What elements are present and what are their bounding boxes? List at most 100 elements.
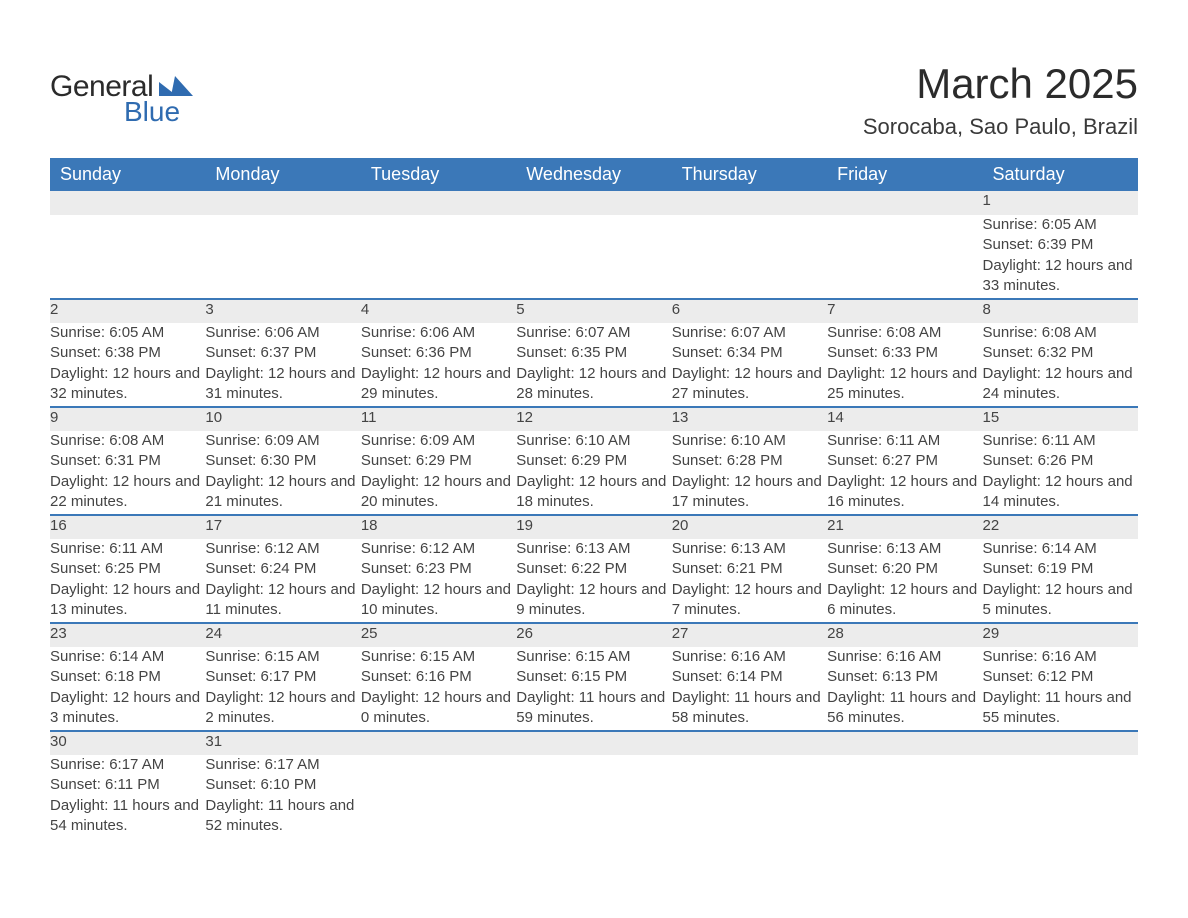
sunrise-line: Sunrise: 6:16 AM [672, 647, 827, 667]
daylight-line: Daylight: 12 hours and 33 minutes. [983, 256, 1138, 297]
daylight-line: Daylight: 12 hours and 9 minutes. [516, 580, 671, 621]
day-detail-cell: Sunrise: 6:16 AMSunset: 6:13 PMDaylight:… [827, 647, 982, 731]
day-number-cell: 2 [50, 299, 205, 323]
sunrise-line: Sunrise: 6:09 AM [361, 431, 516, 451]
daylight-line: Daylight: 12 hours and 20 minutes. [361, 472, 516, 513]
daylight-line: Daylight: 12 hours and 27 minutes. [672, 364, 827, 405]
sunrise-line: Sunrise: 6:11 AM [50, 539, 205, 559]
day-detail-cell: Sunrise: 6:11 AMSunset: 6:26 PMDaylight:… [983, 431, 1138, 515]
weekday-header: Saturday [983, 158, 1138, 191]
day-detail-cell [827, 755, 982, 839]
daylight-line: Daylight: 12 hours and 7 minutes. [672, 580, 827, 621]
day-number-cell [983, 731, 1138, 755]
day-number-cell: 3 [205, 299, 360, 323]
day-number-cell [672, 731, 827, 755]
daylight-line: Daylight: 12 hours and 28 minutes. [516, 364, 671, 405]
header-row: General Blue March 2025 Sorocaba, Sao Pa… [50, 60, 1138, 140]
weekday-header: Sunday [50, 158, 205, 191]
logo-mark-icon [159, 74, 193, 96]
daylight-line: Daylight: 11 hours and 58 minutes. [672, 688, 827, 729]
day-detail-cell: Sunrise: 6:05 AMSunset: 6:38 PMDaylight:… [50, 323, 205, 407]
day-number-cell: 24 [205, 623, 360, 647]
sunset-line: Sunset: 6:16 PM [361, 667, 516, 687]
day-detail-cell: Sunrise: 6:15 AMSunset: 6:16 PMDaylight:… [361, 647, 516, 731]
sunrise-line: Sunrise: 6:10 AM [516, 431, 671, 451]
daylight-line: Daylight: 12 hours and 29 minutes. [361, 364, 516, 405]
day-detail-cell: Sunrise: 6:13 AMSunset: 6:21 PMDaylight:… [672, 539, 827, 623]
day-detail-cell: Sunrise: 6:10 AMSunset: 6:29 PMDaylight:… [516, 431, 671, 515]
sunset-line: Sunset: 6:34 PM [672, 343, 827, 363]
day-number-cell [205, 191, 360, 215]
day-number-cell: 30 [50, 731, 205, 755]
day-number-cell [827, 731, 982, 755]
sunrise-line: Sunrise: 6:15 AM [205, 647, 360, 667]
sunrise-line: Sunrise: 6:07 AM [516, 323, 671, 343]
weekday-header: Friday [827, 158, 982, 191]
day-number-cell: 16 [50, 515, 205, 539]
day-detail-cell: Sunrise: 6:15 AMSunset: 6:15 PMDaylight:… [516, 647, 671, 731]
day-detail-cell: Sunrise: 6:11 AMSunset: 6:27 PMDaylight:… [827, 431, 982, 515]
day-detail-cell [361, 755, 516, 839]
day-number-cell: 8 [983, 299, 1138, 323]
day-number-cell [827, 191, 982, 215]
sunset-line: Sunset: 6:35 PM [516, 343, 671, 363]
sunrise-line: Sunrise: 6:16 AM [827, 647, 982, 667]
daylight-line: Daylight: 12 hours and 16 minutes. [827, 472, 982, 513]
weekday-header: Tuesday [361, 158, 516, 191]
sunrise-line: Sunrise: 6:06 AM [361, 323, 516, 343]
day-detail-cell: Sunrise: 6:05 AMSunset: 6:39 PMDaylight:… [983, 215, 1138, 299]
daylight-line: Daylight: 12 hours and 24 minutes. [983, 364, 1138, 405]
day-number-cell: 21 [827, 515, 982, 539]
day-detail-cell: Sunrise: 6:10 AMSunset: 6:28 PMDaylight:… [672, 431, 827, 515]
sunrise-line: Sunrise: 6:05 AM [983, 215, 1138, 235]
sunset-line: Sunset: 6:20 PM [827, 559, 982, 579]
daylight-line: Daylight: 12 hours and 31 minutes. [205, 364, 360, 405]
sunset-line: Sunset: 6:27 PM [827, 451, 982, 471]
weekday-header: Wednesday [516, 158, 671, 191]
day-number-cell: 29 [983, 623, 1138, 647]
sunrise-line: Sunrise: 6:13 AM [827, 539, 982, 559]
day-number-cell: 10 [205, 407, 360, 431]
sunset-line: Sunset: 6:31 PM [50, 451, 205, 471]
daylight-line: Daylight: 11 hours and 52 minutes. [205, 796, 360, 837]
day-number-cell: 11 [361, 407, 516, 431]
daylight-line: Daylight: 12 hours and 32 minutes. [50, 364, 205, 405]
sunrise-line: Sunrise: 6:07 AM [672, 323, 827, 343]
day-detail-cell: Sunrise: 6:08 AMSunset: 6:32 PMDaylight:… [983, 323, 1138, 407]
sunrise-line: Sunrise: 6:14 AM [983, 539, 1138, 559]
sunset-line: Sunset: 6:26 PM [983, 451, 1138, 471]
day-number-cell: 1 [983, 191, 1138, 215]
day-detail-cell: Sunrise: 6:06 AMSunset: 6:36 PMDaylight:… [361, 323, 516, 407]
logo: General Blue [50, 70, 193, 128]
day-detail-cell: Sunrise: 6:07 AMSunset: 6:35 PMDaylight:… [516, 323, 671, 407]
daylight-line: Daylight: 12 hours and 3 minutes. [50, 688, 205, 729]
daylight-line: Daylight: 12 hours and 10 minutes. [361, 580, 516, 621]
daylight-line: Daylight: 12 hours and 21 minutes. [205, 472, 360, 513]
daylight-line: Daylight: 12 hours and 6 minutes. [827, 580, 982, 621]
day-detail-cell [516, 215, 671, 299]
day-number-cell: 19 [516, 515, 671, 539]
weekday-header: Thursday [672, 158, 827, 191]
sunrise-line: Sunrise: 6:09 AM [205, 431, 360, 451]
day-number-cell: 12 [516, 407, 671, 431]
sunset-line: Sunset: 6:25 PM [50, 559, 205, 579]
day-detail-cell: Sunrise: 6:09 AMSunset: 6:29 PMDaylight:… [361, 431, 516, 515]
day-detail-cell: Sunrise: 6:17 AMSunset: 6:10 PMDaylight:… [205, 755, 360, 839]
sunset-line: Sunset: 6:33 PM [827, 343, 982, 363]
sunset-line: Sunset: 6:17 PM [205, 667, 360, 687]
day-detail-cell: Sunrise: 6:09 AMSunset: 6:30 PMDaylight:… [205, 431, 360, 515]
daylight-line: Daylight: 11 hours and 55 minutes. [983, 688, 1138, 729]
day-detail-cell: Sunrise: 6:07 AMSunset: 6:34 PMDaylight:… [672, 323, 827, 407]
day-number-cell: 5 [516, 299, 671, 323]
sunset-line: Sunset: 6:38 PM [50, 343, 205, 363]
sunrise-line: Sunrise: 6:14 AM [50, 647, 205, 667]
sunrise-line: Sunrise: 6:15 AM [516, 647, 671, 667]
day-detail-cell [672, 215, 827, 299]
day-number-cell: 22 [983, 515, 1138, 539]
day-detail-cell: Sunrise: 6:06 AMSunset: 6:37 PMDaylight:… [205, 323, 360, 407]
sunset-line: Sunset: 6:10 PM [205, 775, 360, 795]
day-number-cell: 17 [205, 515, 360, 539]
sunset-line: Sunset: 6:19 PM [983, 559, 1138, 579]
sunrise-line: Sunrise: 6:08 AM [983, 323, 1138, 343]
sunset-line: Sunset: 6:21 PM [672, 559, 827, 579]
